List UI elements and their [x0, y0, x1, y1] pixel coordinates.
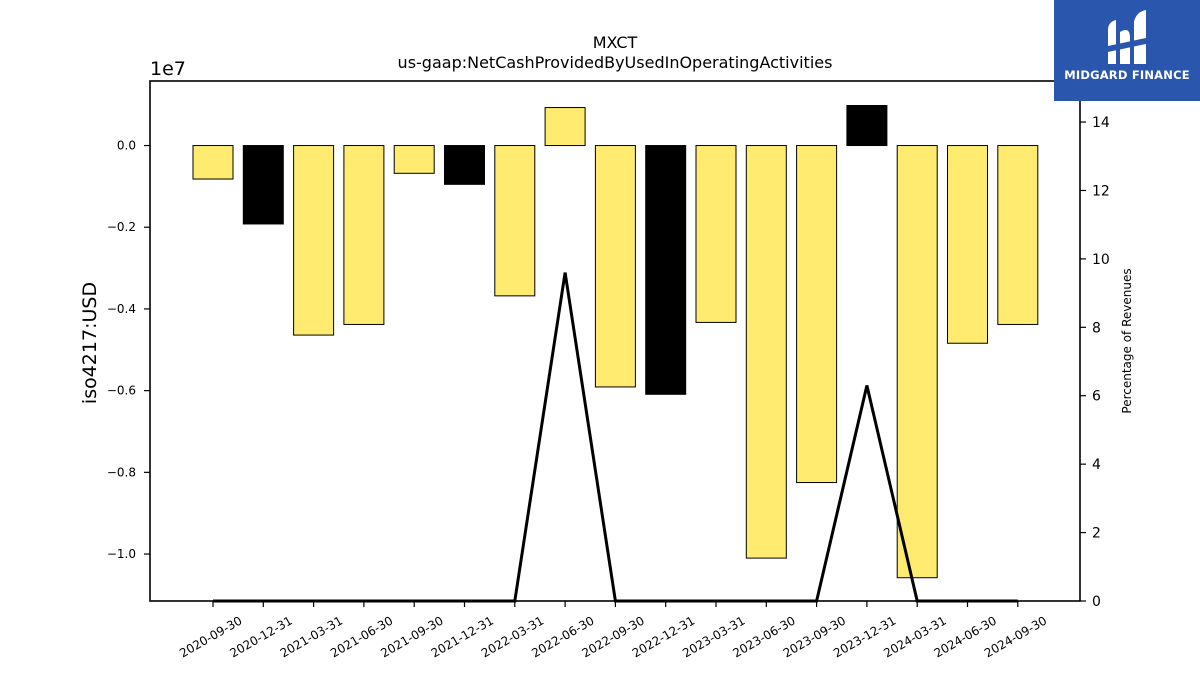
y-tick-label: −0.4 [107, 302, 136, 316]
y-right-tick-label: 12 [1092, 183, 1110, 199]
bar-2023-12-31 [846, 105, 888, 147]
bar-2023-03-31 [695, 145, 737, 323]
bar-2020-09-30 [192, 145, 234, 180]
bar-2024-09-30 [997, 145, 1039, 325]
y-tick-label: −1.0 [107, 547, 136, 561]
bar-2021-12-31 [444, 145, 485, 185]
bar-2024-06-30 [947, 145, 988, 344]
midgard-finance-logo: MIDGARD FINANCE [1054, 0, 1200, 101]
y-tick-label: 0.0 [117, 139, 136, 153]
bar-2022-09-30 [594, 145, 636, 388]
bar-2023-09-30 [796, 145, 838, 484]
y-right-tick-label: 4 [1092, 457, 1101, 473]
y-axis-label: iso4217:USD [79, 282, 101, 404]
bar-2021-06-30 [343, 145, 385, 325]
y-right-tick-label: 10 [1092, 252, 1110, 268]
bar-2022-03-31 [494, 145, 536, 297]
logo-text: MIDGARD FINANCE [1064, 68, 1190, 82]
bar-2022-06-30 [544, 107, 586, 147]
y-tick-label: −0.6 [107, 384, 136, 398]
bar-2021-03-31 [293, 145, 335, 336]
bar-2023-06-30 [745, 145, 787, 559]
bar-2024-03-31 [896, 145, 938, 579]
chart-title: MXCT [593, 33, 638, 52]
bar-2020-12-31 [242, 145, 284, 225]
chart-subtitle: us-gaap:NetCashProvidedByUsedInOperating… [398, 53, 833, 72]
y-right-tick-label: 8 [1092, 320, 1101, 336]
y-right-tick-label: 2 [1092, 526, 1101, 542]
y-tick-label: −0.2 [107, 220, 136, 234]
bar-2022-12-31 [645, 145, 687, 395]
y-tick-label: −0.8 [107, 465, 136, 479]
y-right-tick-label: 0 [1092, 594, 1101, 610]
logo-mark-icon [1108, 10, 1146, 64]
y-offset-label: 1e7 [150, 58, 186, 80]
y-axis-right-label: Percentage of Revenues [1120, 268, 1134, 413]
bar-2021-09-30 [393, 145, 435, 174]
y-right-tick-label: 6 [1092, 389, 1101, 405]
y-right-tick-label: 14 [1092, 115, 1110, 131]
